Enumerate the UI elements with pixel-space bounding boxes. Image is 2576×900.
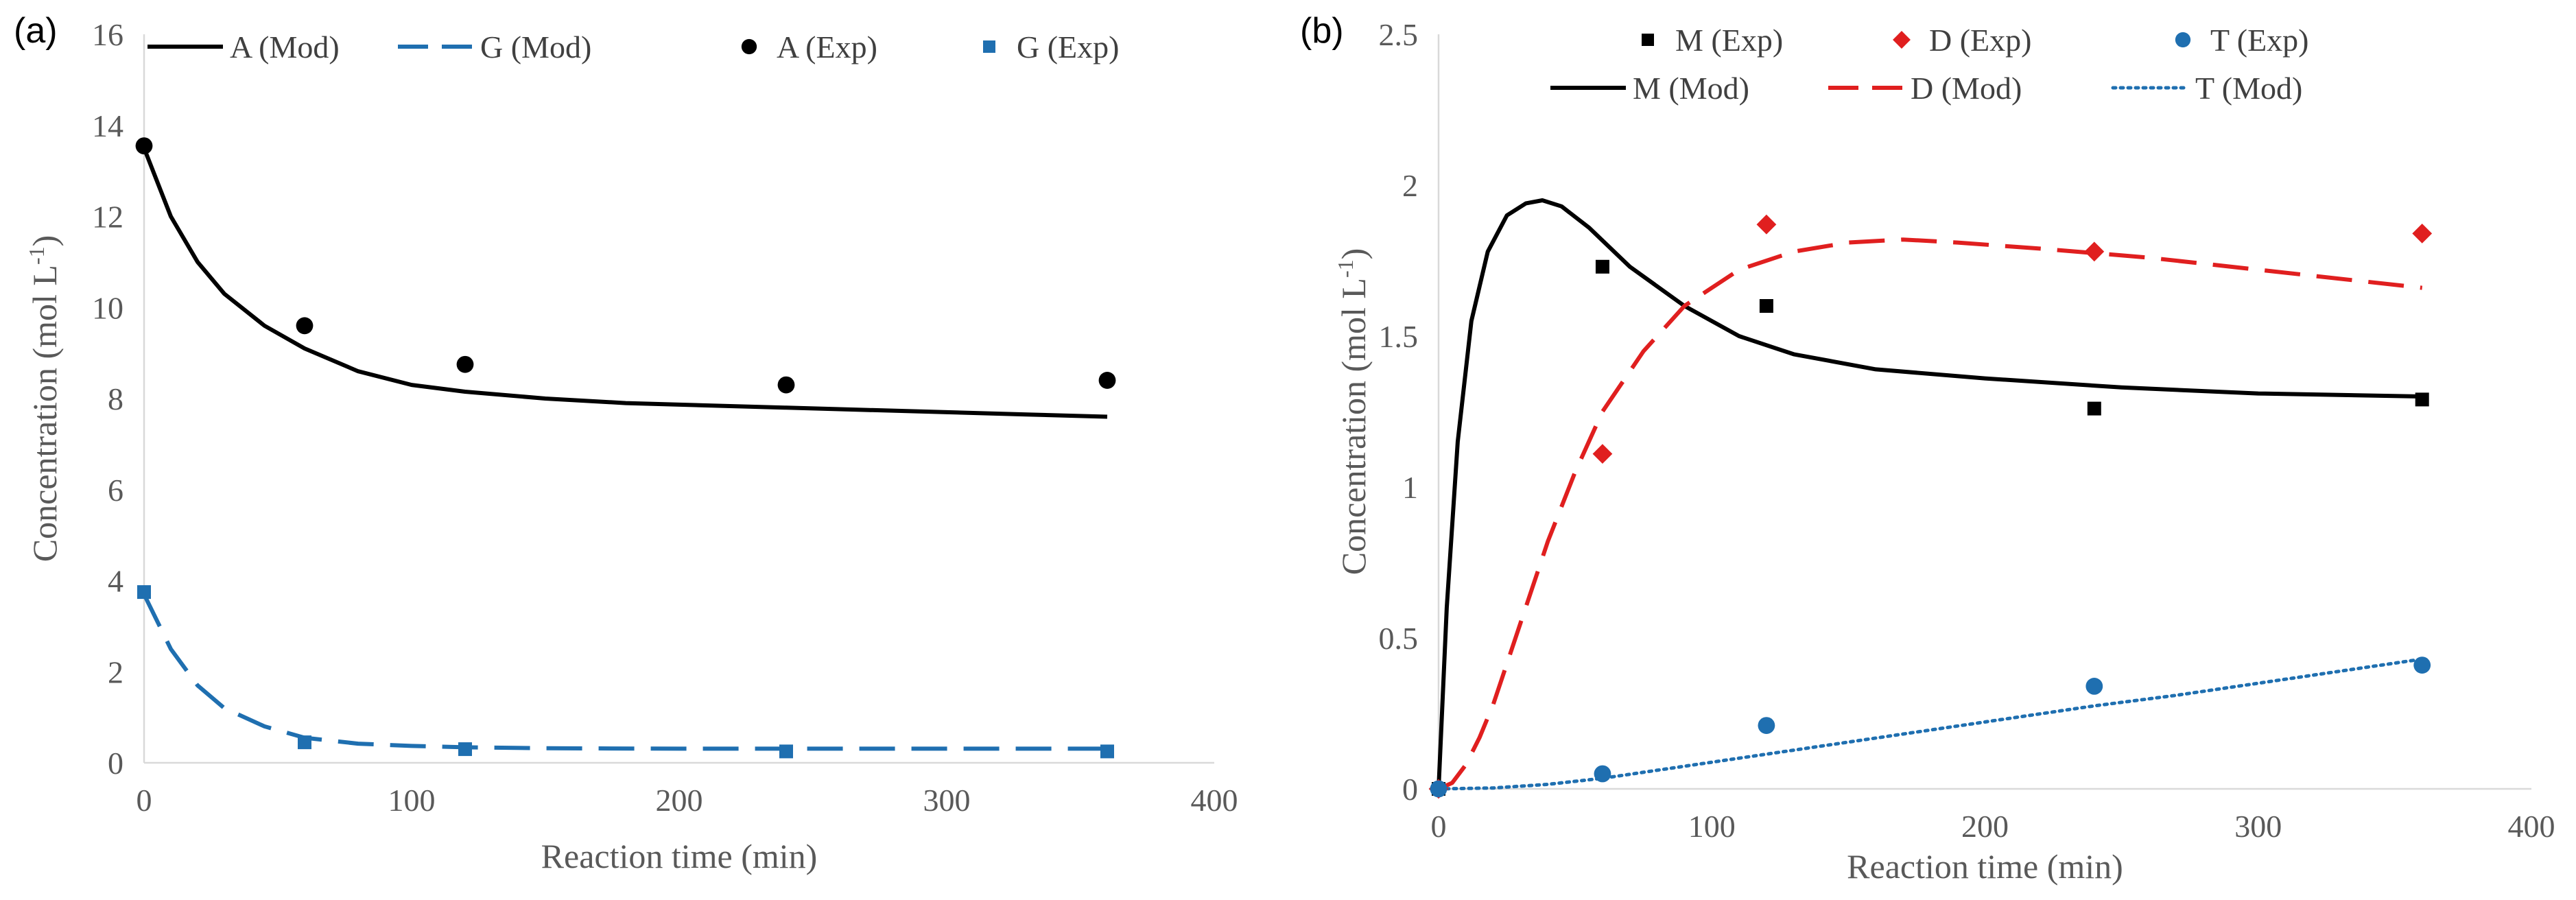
legend-label-a-exp: A (Exp) <box>777 29 877 64</box>
data-point-g-exp <box>458 742 472 757</box>
y-axis-title: Concentration (mol L-1) <box>1333 248 1373 576</box>
plot-area <box>1428 198 2433 799</box>
y-tick-label: 2 <box>1402 168 1418 203</box>
x-axis-title: Reaction time (min) <box>541 837 818 875</box>
x-tick-label: 0 <box>137 783 152 818</box>
y-axis-title-close: ) <box>1334 248 1373 260</box>
data-point-m-exp <box>2087 401 2101 416</box>
y-axis-title-close: ) <box>25 235 64 247</box>
legend-label-t-exp: T (Exp) <box>2210 23 2309 58</box>
x-tick-label: 300 <box>2234 809 2282 844</box>
legend-swatch-d-exp <box>1893 31 1911 49</box>
series-line-m-mod <box>1437 198 2422 790</box>
panel-a: (a) 0 2 4 6 8 10 12 14 16 0 100 200 300 400 Reaction ti… <box>14 11 1238 875</box>
series-line-t-mod <box>1437 657 2424 791</box>
y-axis-title-superscript: -1 <box>24 246 49 265</box>
y-tick-label: 1.5 <box>1379 319 1419 354</box>
legend-swatch-t-exp <box>2175 32 2191 48</box>
data-point-t-exp <box>1758 717 1775 734</box>
data-point-d-exp <box>2412 224 2433 244</box>
y-tick-label: 14 <box>92 108 123 143</box>
legend: A (Mod) G (Mod) A (Exp) G (Exp) <box>147 29 1119 64</box>
data-point-m-exp <box>1759 299 1773 313</box>
legend-label-m-exp: M (Exp) <box>1675 23 1783 58</box>
data-point-t-exp <box>2413 656 2431 674</box>
data-point-a-exp <box>456 355 474 373</box>
plot-area <box>135 137 1116 759</box>
y-axis-title-main: Concentration (mol L <box>25 265 64 562</box>
y-tick-label: 0 <box>1402 772 1418 807</box>
panel-label: (a) <box>14 11 58 51</box>
series-line-a-mod <box>142 147 1108 419</box>
y-tick-label: 8 <box>108 381 123 416</box>
data-point-g-exp <box>298 735 311 750</box>
y-tick-label: 4 <box>108 564 123 599</box>
legend-label-a-mod: A (Mod) <box>230 29 340 64</box>
y-tick-label: 6 <box>108 473 123 508</box>
x-tick-label: 100 <box>1688 809 1736 844</box>
data-point-d-exp <box>1592 444 1613 464</box>
data-point-a-exp <box>135 137 153 155</box>
data-point-g-exp <box>779 744 793 759</box>
x-tick-label: 100 <box>388 783 436 818</box>
y-tick-label: 0.5 <box>1379 621 1419 656</box>
legend: M (Exp) D (Exp) T (Exp) M (Mod) D (Mod) T (Mo… <box>1550 23 2309 106</box>
x-tick-label: 200 <box>1961 809 2009 844</box>
data-point-m-exp <box>1595 259 1609 274</box>
legend-swatch-g-exp <box>983 40 995 53</box>
legend-swatch-a-exp <box>741 38 757 55</box>
data-point-a-exp <box>296 317 314 335</box>
x-axis-title: Reaction time (min) <box>1847 847 2123 886</box>
legend-label-d-mod: D (Mod) <box>1911 71 2022 106</box>
data-point-d-exp <box>2084 241 2105 262</box>
y-axis-title: Concentration (mol L-1) <box>24 235 64 562</box>
y-tick-label: 1 <box>1402 470 1418 505</box>
y-axis-title-main: Concentration (mol L <box>1334 278 1373 575</box>
legend-label-g-mod: G (Mod) <box>480 29 591 64</box>
y-tick-label: 0 <box>108 746 123 781</box>
legend-label-g-exp: G (Exp) <box>1017 29 1119 64</box>
data-point-a-exp <box>1098 372 1116 389</box>
y-axis-title-superscript: -1 <box>1333 259 1358 278</box>
y-tick-label: 16 <box>92 17 123 52</box>
legend-label-t-mod: T (Mod) <box>2195 71 2302 106</box>
x-tick-label: 0 <box>1431 809 1447 844</box>
x-tick-label: 400 <box>1191 783 1238 818</box>
y-tick-label: 2.5 <box>1379 17 1419 52</box>
data-point-t-exp <box>1594 765 1611 783</box>
data-point-t-exp <box>1430 780 1447 798</box>
series-line-g-mod <box>142 593 1107 751</box>
panel-b: (b) 0 0.5 1 1.5 2 2.5 0 100 200 300 400 Reaction tim… <box>1300 11 2555 886</box>
y-tick-label: 2 <box>108 654 123 689</box>
data-point-g-exp <box>137 585 151 600</box>
legend-label-d-exp: D (Exp) <box>1929 23 2031 58</box>
data-point-m-exp <box>2415 392 2429 407</box>
legend-swatch-m-exp <box>1642 34 1654 46</box>
data-point-d-exp <box>1756 214 1777 235</box>
x-tick-label: 200 <box>656 783 703 818</box>
panel-label: (b) <box>1300 11 1344 51</box>
data-point-g-exp <box>1100 744 1114 759</box>
x-tick-label: 300 <box>923 783 971 818</box>
legend-label-m-mod: M (Mod) <box>1633 71 1749 106</box>
data-point-t-exp <box>2085 678 2103 695</box>
x-tick-label: 400 <box>2508 809 2555 844</box>
y-tick-label: 12 <box>92 200 123 235</box>
series-line-d-mod <box>1437 237 2423 791</box>
data-point-a-exp <box>777 376 795 394</box>
y-tick-label: 10 <box>92 290 123 325</box>
